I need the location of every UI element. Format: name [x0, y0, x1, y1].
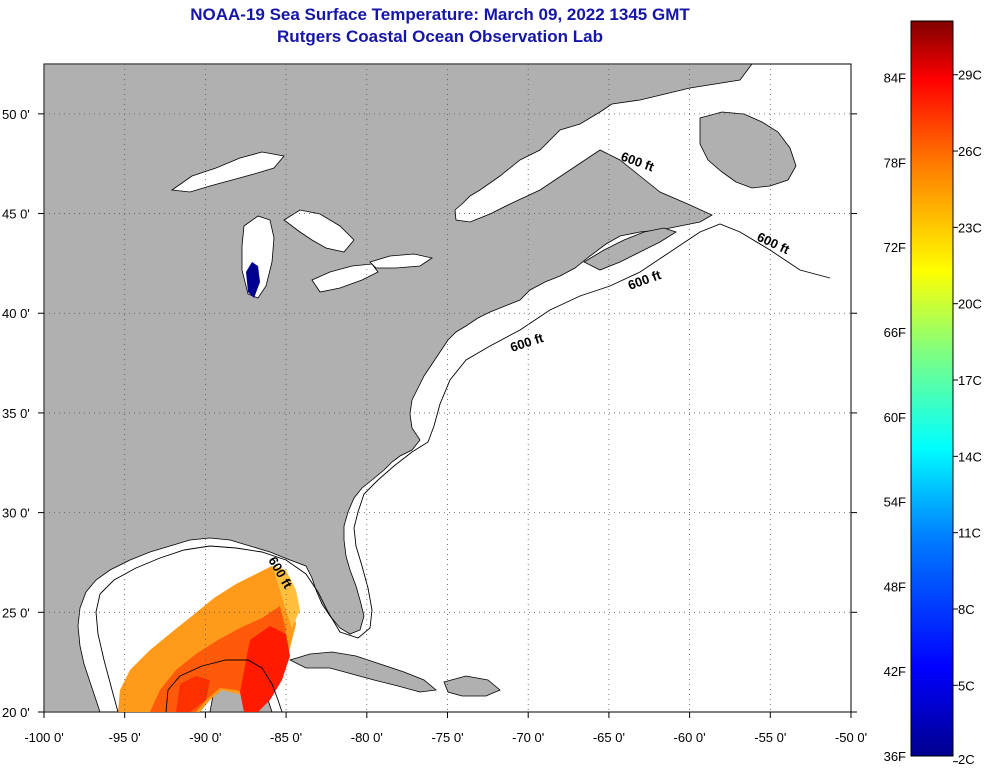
- colorbar-f-label: 66F: [884, 325, 906, 340]
- lon-label: -50 0': [835, 730, 867, 745]
- colorbar-f-label: 72F: [884, 240, 906, 255]
- colorbar-c-label: 23C: [958, 220, 982, 235]
- lon-label: -100 0': [24, 730, 63, 745]
- colorbar-c-label: 14C: [958, 449, 982, 464]
- colorbar-f-label: 54F: [884, 495, 906, 510]
- colorbar-c-label: 11C: [958, 526, 981, 541]
- colorbar-celsius-labels: 29C 26C 23C 20C 17C 14C 11C 8C 5C 2C: [953, 68, 982, 767]
- lon-label: -90 0': [189, 730, 221, 745]
- land-newfoundland: [699, 111, 797, 189]
- land-cuba: [288, 651, 437, 693]
- colorbar-f-label: 42F: [884, 664, 906, 679]
- colorbar-c-label: 8C: [958, 602, 975, 617]
- colorbar-c-label: 2C: [958, 752, 975, 767]
- latitude-labels: 50 0' 45 0' 40 0' 35 0' 30 0' 25 0' 20 0': [2, 107, 30, 720]
- colorbar-f-label: 84F: [884, 71, 906, 86]
- colorbar-c-label: 26C: [958, 144, 982, 159]
- lon-label: -60 0': [674, 730, 706, 745]
- colorbar-c-label: 20C: [958, 297, 982, 312]
- longitude-labels: -100 0' -95 0' -90 0' -85 0' -80 0' -75 0' -70…: [24, 730, 867, 745]
- colorbar-f-label: 36F: [884, 749, 906, 764]
- land-north-america: [44, 64, 753, 712]
- lon-label: -95 0': [109, 730, 141, 745]
- lon-label: -70 0': [512, 730, 544, 745]
- lat-label: 25 0': [2, 605, 30, 620]
- gulf-sst-patch: [118, 566, 300, 712]
- map-title: NOAA-19 Sea Surface Temperature: March 0…: [0, 4, 880, 48]
- colorbar-f-label: 78F: [884, 155, 906, 170]
- land-nova-scotia: [583, 227, 677, 271]
- lon-label: -55 0': [754, 730, 786, 745]
- lon-label: -85 0': [270, 730, 302, 745]
- title-line-2: Rutgers Coastal Ocean Observation Lab: [277, 27, 603, 46]
- lat-label: 30 0': [2, 506, 30, 521]
- lat-label: 20 0': [2, 705, 30, 720]
- colorbar-c-label: 29C: [958, 68, 982, 83]
- lon-label: -80 0': [351, 730, 383, 745]
- colorbar-f-label: 48F: [884, 579, 906, 594]
- colorbar-c-label: 5C: [958, 678, 975, 693]
- lon-label: -75 0': [431, 730, 463, 745]
- lake-sst-pixels: [246, 262, 260, 298]
- lat-label: 45 0': [2, 207, 30, 222]
- depth-contour-yucatan: [165, 659, 283, 712]
- colorbar-fahrenheit-labels: 84F 78F 72F 66F 60F 54F 48F 42F 36F: [884, 71, 906, 764]
- lat-label: 50 0': [2, 107, 30, 122]
- lon-label: -65 0': [593, 730, 625, 745]
- lat-label: 35 0': [2, 406, 30, 421]
- colorbar: [910, 20, 954, 757]
- colorbar-c-label: 17C: [958, 373, 982, 388]
- colorbar-f-label: 60F: [884, 410, 906, 425]
- land-hispaniola: [443, 675, 501, 697]
- title-line-1: NOAA-19 Sea Surface Temperature: March 0…: [190, 5, 690, 24]
- depth-contour-600ft: [95, 223, 831, 712]
- lat-label: 40 0': [2, 306, 30, 321]
- graticule: [38, 64, 857, 718]
